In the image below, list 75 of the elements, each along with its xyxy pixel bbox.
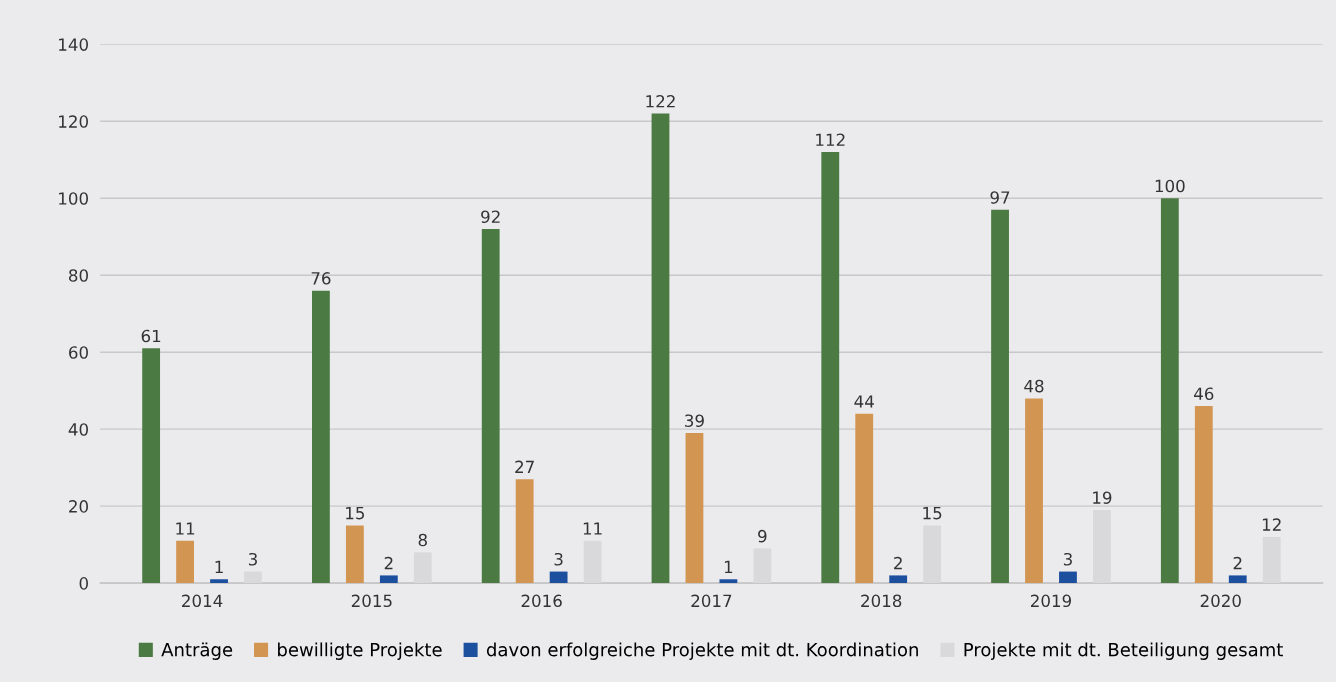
data-label: 100 (1155, 179, 1185, 193)
bar (855, 413, 874, 584)
data-label: 48 (1024, 379, 1044, 393)
bar (244, 571, 262, 584)
bar (889, 575, 908, 584)
bar (923, 525, 942, 584)
bar (176, 540, 195, 584)
y-tick-label: 100 (59, 192, 88, 205)
bar (1025, 398, 1043, 584)
data-label: 2 (1233, 556, 1242, 570)
bar (413, 552, 432, 584)
data-label: 12 (1262, 518, 1281, 531)
data-label: 76 (311, 272, 331, 285)
data-label: 19 (1093, 491, 1112, 504)
y-tick-label: 120 (59, 115, 88, 128)
legend-label: bewilligte Projekte (278, 642, 442, 660)
data-label: 1 (215, 560, 223, 574)
legend-label: Anträge (161, 642, 233, 660)
data-label: 3 (554, 552, 563, 566)
data-label: 3 (1063, 552, 1072, 566)
data-label: 61 (141, 329, 161, 343)
bar (991, 209, 1009, 584)
bar (651, 113, 670, 584)
data-label: 3 (248, 552, 257, 566)
legend-label: Projekte mit dt. Beteiligung gesamt (964, 642, 1283, 660)
data-label: 1 (724, 560, 733, 574)
y-tick-label: 0 (79, 577, 88, 590)
bar (142, 348, 161, 584)
data-label: 2 (384, 556, 393, 570)
bar (1059, 571, 1077, 584)
data-label: 122 (646, 94, 675, 108)
bar (379, 575, 398, 584)
bar (1262, 536, 1281, 584)
y-tick-label: 80 (69, 269, 88, 282)
x-tick-label: 2016 (521, 594, 562, 608)
data-label: 9 (758, 529, 767, 543)
x-tick-label: 2018 (861, 594, 902, 608)
data-label: 92 (481, 210, 500, 224)
data-label: 8 (418, 533, 427, 547)
bar (549, 571, 568, 584)
y-tick-label: 60 (69, 346, 88, 359)
legend-label: davon erfolgreiche Projekte mit dt. Koordination (486, 642, 918, 660)
bar (685, 433, 704, 584)
bar (821, 152, 840, 584)
x-tick-label: 2014 (182, 594, 223, 608)
bar (1160, 198, 1179, 584)
bar (312, 290, 330, 584)
bar (515, 479, 534, 584)
bar (719, 579, 738, 584)
data-label: 39 (685, 414, 704, 428)
bar (1194, 406, 1213, 584)
x-tick-label: 2015 (351, 594, 392, 608)
data-label: 2 (894, 556, 902, 570)
bar (345, 525, 364, 584)
bar (481, 229, 500, 584)
bar (210, 579, 228, 584)
data-label: 44 (854, 395, 874, 408)
data-label: 11 (176, 522, 195, 535)
bar (753, 548, 772, 584)
bar (1228, 575, 1247, 584)
data-label: 15 (346, 506, 365, 520)
x-tick-label: 2019 (1031, 594, 1072, 608)
data-label: 46 (1194, 387, 1214, 401)
bar (1093, 509, 1111, 584)
data-label: 15 (923, 506, 942, 520)
bar (583, 540, 602, 584)
data-label: 11 (583, 522, 602, 535)
data-label: 27 (515, 460, 534, 473)
y-tick-label: 20 (69, 500, 88, 513)
x-tick-label: 2020 (1200, 594, 1241, 608)
data-label: 112 (816, 133, 845, 146)
x-tick-label: 2017 (691, 594, 732, 608)
y-tick-label: 140 (59, 38, 88, 51)
y-tick-label: 40 (68, 423, 88, 436)
data-label: 97 (990, 191, 1010, 204)
